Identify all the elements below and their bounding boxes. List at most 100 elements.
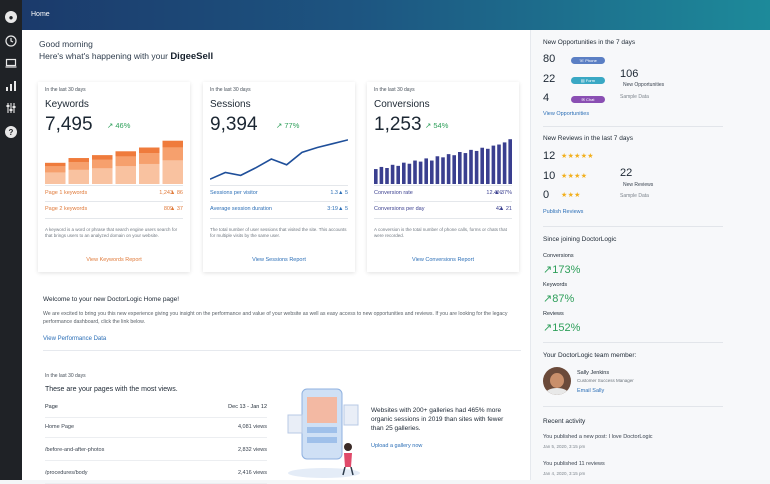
sessions-line (210, 139, 348, 180)
team-member-role: Customer Success Manager (577, 378, 634, 383)
keywords-bar-base (115, 166, 136, 184)
reviews-total: 22 (620, 167, 633, 179)
settings-sliders-icon[interactable] (5, 102, 17, 114)
card-change: ↗ 54% (425, 121, 449, 130)
keywords-chart (45, 140, 183, 184)
keywords-bar-cap (115, 151, 136, 157)
card-change: ↗ 77% (276, 121, 300, 130)
pages-title: These are your pages with the most views… (45, 386, 178, 393)
logo-icon[interactable]: ● (5, 11, 17, 23)
pages-period: In the last 30 days (45, 373, 86, 379)
opportunities-title: New Opportunities in the 7 days (543, 39, 636, 46)
keywords-bar-cap (162, 140, 183, 148)
greeting-subtitle: Here's what's happening with your DigeeS… (39, 51, 214, 62)
card-description: A keyword is a word or phrase that searc… (45, 227, 178, 238)
keywords-bar-cap (139, 147, 160, 153)
keywords-bar-base (45, 172, 66, 184)
reviews-title: New Reviews in the last 7 days (543, 135, 633, 142)
conversions-bar (452, 155, 456, 184)
email-sally-link[interactable]: Email Sally (577, 388, 605, 394)
conversions-bar (402, 162, 406, 184)
view-performance-data-link[interactable]: View Performance Data (43, 336, 107, 342)
keywords-bar-base (68, 169, 89, 184)
team-member-name: Sally Jenkins (577, 370, 610, 376)
keywords-bar-cap (45, 162, 66, 167)
top-bar: Home (22, 0, 770, 30)
conversions-bar (441, 157, 445, 184)
table-row: /before-and-after-photos 2,832 views (45, 445, 267, 461)
view-opportunities-link[interactable]: View Opportunities (543, 111, 590, 117)
card-change: ↗ 46% (107, 121, 131, 130)
conversions-bar (413, 160, 417, 184)
card-period: In the last 30 days (374, 87, 415, 93)
since-joining-title: Since joining DoctorLogic (543, 236, 617, 243)
conversions-chart (374, 139, 512, 184)
keywords-bar-cap (68, 158, 89, 162)
publish-reviews-link[interactable]: Publish Reviews (543, 209, 584, 215)
recent-activity-title: Recent activity (543, 418, 586, 425)
conversions-bar (486, 148, 490, 184)
card-value: 7,495 (45, 114, 93, 135)
welcome-body: We are excited to bring you this new exp… (43, 311, 508, 325)
keywords-growth: ↗87% (543, 293, 575, 305)
card-value: 1,253 (374, 114, 422, 135)
card-value: 9,394 (210, 114, 258, 135)
view-sessions-report-link[interactable]: View Sessions Report (252, 257, 306, 263)
right-sidebar: New Opportunities in the 7 days 80 ☏ Pho… (530, 30, 770, 480)
upload-gallery-link[interactable]: Upload a gallery now (371, 443, 423, 449)
conversions-bar (430, 160, 434, 184)
conversions-bar (424, 158, 428, 184)
conversions-bar (390, 164, 395, 184)
greeting: Good morning (39, 39, 93, 49)
gallery-promo-text: Websites with 200+ galleries had 465% mo… (371, 407, 504, 432)
activity-item: You published a new post: I love DoctorL… (543, 434, 653, 440)
conversions-bar (502, 142, 507, 184)
table-row: Home Page 4,081 views (45, 422, 267, 438)
pages-table-header: Page Dec 13 - Jan 12 (45, 402, 267, 418)
conversions-bar (508, 139, 512, 184)
dashboard-icon[interactable] (5, 35, 17, 47)
keywords-bar-base (139, 163, 160, 184)
reviews-growth: ↗152% (543, 322, 581, 334)
company-name: DigeeSell (170, 51, 214, 62)
keywords-bar-cap (92, 155, 113, 160)
gallery-illustration (287, 388, 360, 478)
view-keywords-report-link[interactable]: View Keywords Report (86, 257, 142, 263)
conversions-bar (435, 156, 440, 184)
left-nav-rail: ● ? (0, 0, 22, 480)
main-content: Good morning Here's what's happening wit… (22, 30, 530, 484)
breadcrumb-home[interactable]: Home (31, 11, 50, 18)
chat-pill: ✉ Chat (571, 96, 605, 103)
sessions-card: In the last 30 days Sessions 9,394 ↗ 77%… (203, 82, 355, 272)
help-icon[interactable]: ? (5, 126, 17, 138)
conversions-bar (491, 145, 496, 184)
welcome-title: Welcome to your new DoctorLogic Home pag… (43, 296, 180, 303)
card-description: A conversion is the total number of phon… (374, 227, 507, 238)
analytics-icon[interactable] (5, 80, 17, 92)
card-period: In the last 30 days (210, 87, 251, 93)
conversions-bar (463, 153, 468, 184)
conversions-bar (374, 169, 378, 184)
keywords-bar-base (92, 168, 113, 184)
conversions-bar (469, 149, 473, 184)
view-conversions-report-link[interactable]: View Conversions Report (412, 257, 474, 263)
sessions-chart (210, 139, 348, 180)
conversions-bar (497, 144, 501, 184)
four-star-rating: ★★★★ (561, 173, 588, 180)
phone-pill: ☏ Phone (571, 57, 605, 64)
team-member-title: Your DoctorLogic team member: (543, 352, 637, 359)
three-star-rating: ★★★ (561, 192, 581, 199)
conversions-bar (379, 166, 384, 184)
keywords-card: In the last 30 days Keywords 7,495 ↗ 46%… (38, 82, 190, 272)
website-icon[interactable] (5, 57, 17, 69)
conversions-bar (418, 161, 423, 184)
conversions-bar (474, 150, 479, 184)
conversions-growth: ↗173% (543, 264, 581, 276)
card-title: Sessions (210, 99, 251, 110)
conversions-bar (396, 165, 400, 184)
table-row: /procedures/body 2,416 views (45, 468, 267, 484)
opportunities-total: 106 (620, 68, 639, 80)
activity-item: You published 11 reviews (543, 461, 605, 467)
card-period: In the last 30 days (45, 87, 86, 93)
five-star-rating: ★★★★★ (561, 153, 594, 160)
